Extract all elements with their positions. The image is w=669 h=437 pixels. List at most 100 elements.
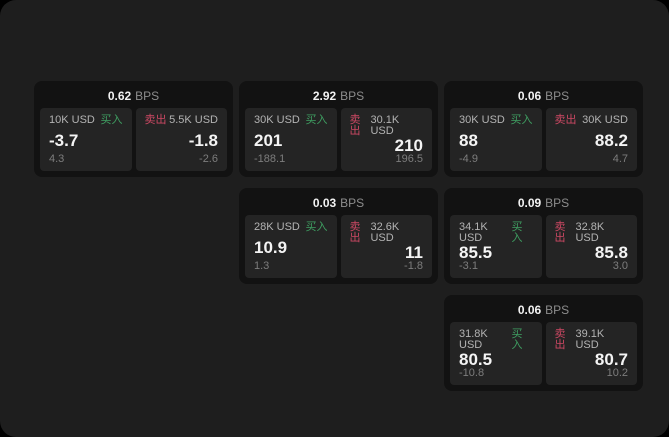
buy-price: 201	[254, 130, 283, 150]
buy-change: 1.3	[254, 260, 270, 272]
bps-unit-label: BPS	[340, 196, 365, 210]
sell-price: 85.8	[594, 243, 628, 262]
quote-panels: 30K USD 买入 201 -188.1 卖出 30.1K USD 210 1…	[245, 108, 432, 171]
buy-quote-button[interactable]: 34.1K USD 买入 85.5 -3.1	[450, 215, 542, 278]
quote-card: 0.06 BPS 31.8K USD 买入 80.5 -10.8 卖出 39.1…	[444, 295, 643, 391]
buy-side-label: 买入	[511, 328, 523, 351]
buy-quote-button[interactable]: 28K USD 买入 10.9 1.3	[245, 215, 337, 278]
sell-panel-top: 卖出 5.5K USD	[145, 115, 219, 126]
buy-change: -10.8	[459, 367, 485, 379]
sell-amount: 5.5K USD	[169, 114, 218, 126]
sell-change: -1.8	[404, 260, 423, 272]
buy-change: -188.1	[254, 153, 286, 165]
buy-amount: 10K USD	[49, 114, 95, 126]
sell-change: 3.0	[612, 260, 628, 272]
buy-quote-button[interactable]: 31.8K USD 买入 80.5 -10.8	[450, 322, 542, 385]
buy-change: -3.1	[459, 260, 478, 272]
sell-price: 11	[405, 243, 423, 262]
quote-panels: 30K USD 买入 88 -4.9 卖出 30K USD 88.2 4.7	[450, 108, 637, 171]
quote-panels: 31.8K USD 买入 80.5 -10.8 卖出 39.1K USD 80.…	[450, 322, 637, 385]
buy-change: -4.9	[459, 153, 478, 165]
sell-side-label: 卖出	[144, 114, 167, 126]
sell-panel-top: 卖出 30K USD	[555, 115, 629, 126]
sell-side-label: 卖出	[554, 221, 566, 244]
sell-amount: 32.8K USD	[575, 221, 605, 244]
buy-price: 80.5	[459, 350, 493, 369]
buy-panel-top: 28K USD 买入	[254, 222, 328, 233]
buy-panel-top: 10K USD 买入	[49, 115, 123, 126]
buy-change: 4.3	[49, 153, 65, 165]
quote-card: 0.06 BPS 30K USD 买入 88 -4.9 卖出 30K USD 8…	[444, 81, 643, 177]
sell-price: 80.7	[594, 350, 628, 369]
quote-panels: 34.1K USD 买入 85.5 -3.1 卖出 32.8K USD 85.8…	[450, 215, 637, 278]
sell-change: 196.5	[395, 153, 423, 165]
sell-quote-button[interactable]: 卖出 32.6K USD 11 -1.8	[340, 215, 432, 278]
sell-change: 4.7	[612, 153, 628, 165]
sell-panel-top: 卖出 39.1K USD	[555, 329, 629, 351]
sell-quote-button[interactable]: 卖出 30.1K USD 210 196.5	[340, 108, 432, 171]
buy-side-label: 买入	[100, 114, 123, 126]
quote-card: 2.92 BPS 30K USD 买入 201 -188.1 卖出 30.1K …	[239, 81, 438, 177]
buy-side-label: 买入	[305, 114, 328, 126]
spread-header: 0.03 BPS	[245, 194, 432, 212]
sell-change: 10.2	[606, 367, 628, 379]
sell-side-label: 卖出	[349, 114, 361, 137]
buy-quote-button[interactable]: 30K USD 买入 201 -188.1	[245, 108, 337, 171]
quote-panels: 10K USD 买入 -3.7 4.3 卖出 5.5K USD -1.8 -2.…	[40, 108, 227, 171]
buy-panel-top: 30K USD 买入	[254, 115, 328, 126]
spread-value: 2.92	[312, 89, 337, 103]
buy-amount: 31.8K USD	[459, 328, 488, 351]
bps-unit-label: BPS	[135, 89, 160, 103]
spread-value: 0.09	[517, 196, 542, 210]
buy-side-label: 买入	[511, 221, 523, 244]
sell-quote-button[interactable]: 卖出 39.1K USD 80.7 10.2	[545, 322, 637, 385]
spread-header: 0.62 BPS	[40, 87, 227, 105]
buy-amount: 30K USD	[254, 114, 300, 126]
spread-value: 0.62	[107, 89, 132, 103]
sell-price: 210	[394, 136, 423, 155]
sell-quote-button[interactable]: 卖出 30K USD 88.2 4.7	[545, 108, 637, 171]
buy-amount: 28K USD	[254, 221, 300, 233]
buy-quote-button[interactable]: 10K USD 买入 -3.7 4.3	[40, 108, 132, 171]
sell-side-label: 卖出	[554, 114, 577, 126]
bps-unit-label: BPS	[545, 303, 570, 317]
spread-header: 2.92 BPS	[245, 87, 432, 105]
quote-card: 0.03 BPS 28K USD 买入 10.9 1.3 卖出 32.6K US…	[239, 188, 438, 284]
buy-price: -3.7	[49, 130, 79, 150]
buy-quote-button[interactable]: 30K USD 买入 88 -4.9	[450, 108, 542, 171]
buy-panel-top: 31.8K USD 买入	[459, 329, 533, 351]
bps-unit-label: BPS	[545, 89, 570, 103]
buy-amount: 34.1K USD	[459, 221, 488, 244]
sell-amount: 30K USD	[582, 114, 628, 126]
spread-header: 0.06 BPS	[450, 301, 637, 319]
buy-panel-top: 30K USD 买入	[459, 115, 533, 126]
spread-header: 0.06 BPS	[450, 87, 637, 105]
quote-card: 0.62 BPS 10K USD 买入 -3.7 4.3 卖出 5.5K USD…	[34, 81, 233, 177]
sell-quote-button[interactable]: 卖出 5.5K USD -1.8 -2.6	[135, 108, 227, 171]
buy-price: 10.9	[254, 237, 288, 257]
buy-price: 88	[459, 130, 478, 150]
sell-panel-top: 卖出 32.6K USD	[350, 222, 424, 244]
sell-change: -2.6	[199, 153, 218, 165]
buy-side-label: 买入	[305, 221, 328, 233]
sell-amount: 39.1K USD	[575, 328, 605, 351]
buy-side-label: 买入	[510, 114, 533, 126]
sell-amount: 32.6K USD	[370, 221, 400, 244]
quote-card: 0.09 BPS 34.1K USD 买入 85.5 -3.1 卖出 32.8K…	[444, 188, 643, 284]
sell-quote-button[interactable]: 卖出 32.8K USD 85.8 3.0	[545, 215, 637, 278]
sell-price: -1.8	[188, 130, 218, 150]
sell-amount: 30.1K USD	[370, 114, 400, 137]
spread-value: 0.03	[312, 196, 337, 210]
sell-price: 88.2	[594, 130, 628, 150]
buy-price: 85.5	[459, 243, 493, 262]
sell-side-label: 卖出	[349, 221, 361, 244]
quote-panels: 28K USD 买入 10.9 1.3 卖出 32.6K USD 11 -1.8	[245, 215, 432, 278]
bps-unit-label: BPS	[340, 89, 365, 103]
spread-header: 0.09 BPS	[450, 194, 637, 212]
sell-side-label: 卖出	[554, 328, 566, 351]
spread-value: 0.06	[517, 303, 542, 317]
bps-unit-label: BPS	[545, 196, 570, 210]
buy-amount: 30K USD	[459, 114, 505, 126]
